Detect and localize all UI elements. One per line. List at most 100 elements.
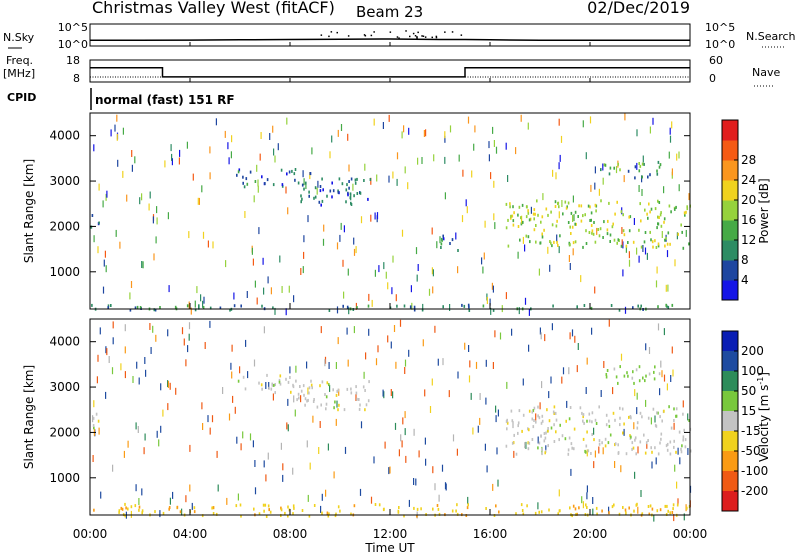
scatter-echo: [515, 147, 517, 155]
echo-cell: [261, 304, 263, 308]
echo-cell: [592, 232, 595, 236]
scatter-echo: [622, 241, 624, 249]
scatter-echo: [224, 130, 226, 138]
scatter-echo: [659, 388, 661, 396]
echo-cell: [288, 508, 291, 512]
echo-cell: [628, 229, 631, 233]
scatter-echo: [424, 389, 426, 397]
nsearch-dot: [405, 30, 407, 32]
echo-cell: [545, 207, 548, 211]
echo-cell: [553, 240, 555, 244]
echo-cell: [328, 383, 330, 387]
scatter-echo: [240, 443, 242, 451]
scatter-echo: [633, 218, 635, 225]
echo-cell: [673, 407, 675, 411]
echo-cell: [321, 511, 323, 515]
scatter-echo: [317, 180, 319, 188]
nsearch-dot: [431, 36, 433, 39]
scatter-echo: [492, 362, 494, 369]
echo-cell: [510, 216, 512, 220]
echo-cell: [588, 412, 591, 416]
scatter-echo: [405, 455, 407, 463]
scatter-echo: [302, 170, 304, 178]
scatter-echo: [138, 377, 140, 385]
echo-cell: [641, 512, 644, 516]
echo-cell: [518, 409, 521, 413]
echo-cell: [521, 203, 524, 207]
noise-trace: [90, 38, 690, 42]
echo-cell: [95, 412, 98, 416]
echo-cell: [367, 399, 370, 403]
scatter-echo: [657, 323, 660, 331]
scatter-echo: [585, 152, 587, 160]
echo-cell: [319, 185, 322, 188]
scatter-echo: [268, 382, 270, 389]
echo-cell: [468, 309, 471, 312]
echo-cell: [643, 433, 645, 437]
scatter-echo: [433, 154, 435, 162]
power-colorbar-tick: 16: [741, 213, 756, 227]
echo-cell: [463, 304, 466, 308]
echo-cell: [358, 398, 360, 401]
scatter-echo: [663, 328, 665, 336]
scatter-echo: [528, 344, 530, 352]
echo-cell: [98, 221, 100, 225]
echo-cell: [675, 407, 678, 411]
echo-cell: [359, 403, 361, 407]
echo-cell: [585, 242, 588, 245]
station-title: Christmas Valley West (fitACF): [92, 0, 335, 17]
scatter-echo: [127, 440, 129, 448]
echo-cell: [596, 512, 598, 516]
echo-cell: [311, 386, 313, 390]
echo-cell: [574, 222, 576, 226]
scatter-echo: [343, 225, 345, 233]
echo-cell: [543, 228, 545, 232]
echo-cell: [666, 448, 669, 452]
echo-cell: [640, 304, 642, 308]
echo-cell: [237, 170, 240, 174]
scatter-echo: [432, 286, 434, 294]
echo-cell: [253, 507, 255, 511]
echo-cell: [689, 449, 692, 453]
scatter-echo: [246, 291, 248, 298]
nsearch-dot: [412, 32, 415, 35]
velocity-y-tick-label: 1000: [49, 471, 80, 485]
echo-cell: [302, 384, 305, 388]
echo-cell: [565, 419, 567, 423]
scatter-echo: [404, 428, 406, 436]
echo-cell: [353, 504, 356, 508]
scatter-echo: [282, 474, 284, 482]
echo-cell: [312, 400, 315, 403]
colorbar-swatch: [722, 451, 738, 472]
echo-cell: [522, 512, 525, 516]
echo-cell: [325, 407, 327, 411]
noise-tick-high-right: 10^5: [705, 21, 735, 34]
power-y-tick-label: 2000: [49, 219, 80, 233]
echo-cell: [559, 423, 561, 427]
scatter-echo: [396, 152, 399, 160]
scatter-echo: [253, 195, 255, 203]
scatter-echo: [97, 246, 99, 254]
scatter-echo: [477, 425, 479, 433]
echo-cell: [533, 228, 536, 232]
colorbar-swatch: [722, 240, 738, 261]
echo-cell: [313, 504, 316, 507]
echo-cell: [665, 303, 667, 307]
echo-cell: [274, 383, 276, 387]
scatter-echo: [336, 242, 339, 250]
scatter-echo: [228, 157, 230, 165]
scatter-echo: [540, 332, 542, 340]
scatter-echo: [634, 389, 636, 397]
echo-cell: [316, 405, 319, 409]
scatter-echo: [323, 224, 325, 232]
scatter-echo: [183, 338, 185, 346]
scatter-echo: [457, 266, 459, 274]
scatter-echo: [513, 450, 515, 458]
scatter-echo: [348, 307, 350, 315]
echo-cell: [591, 231, 593, 235]
echo-cell: [629, 434, 631, 438]
echo-cell: [669, 511, 671, 515]
echo-cell: [568, 417, 571, 421]
scatter-echo: [329, 151, 331, 159]
